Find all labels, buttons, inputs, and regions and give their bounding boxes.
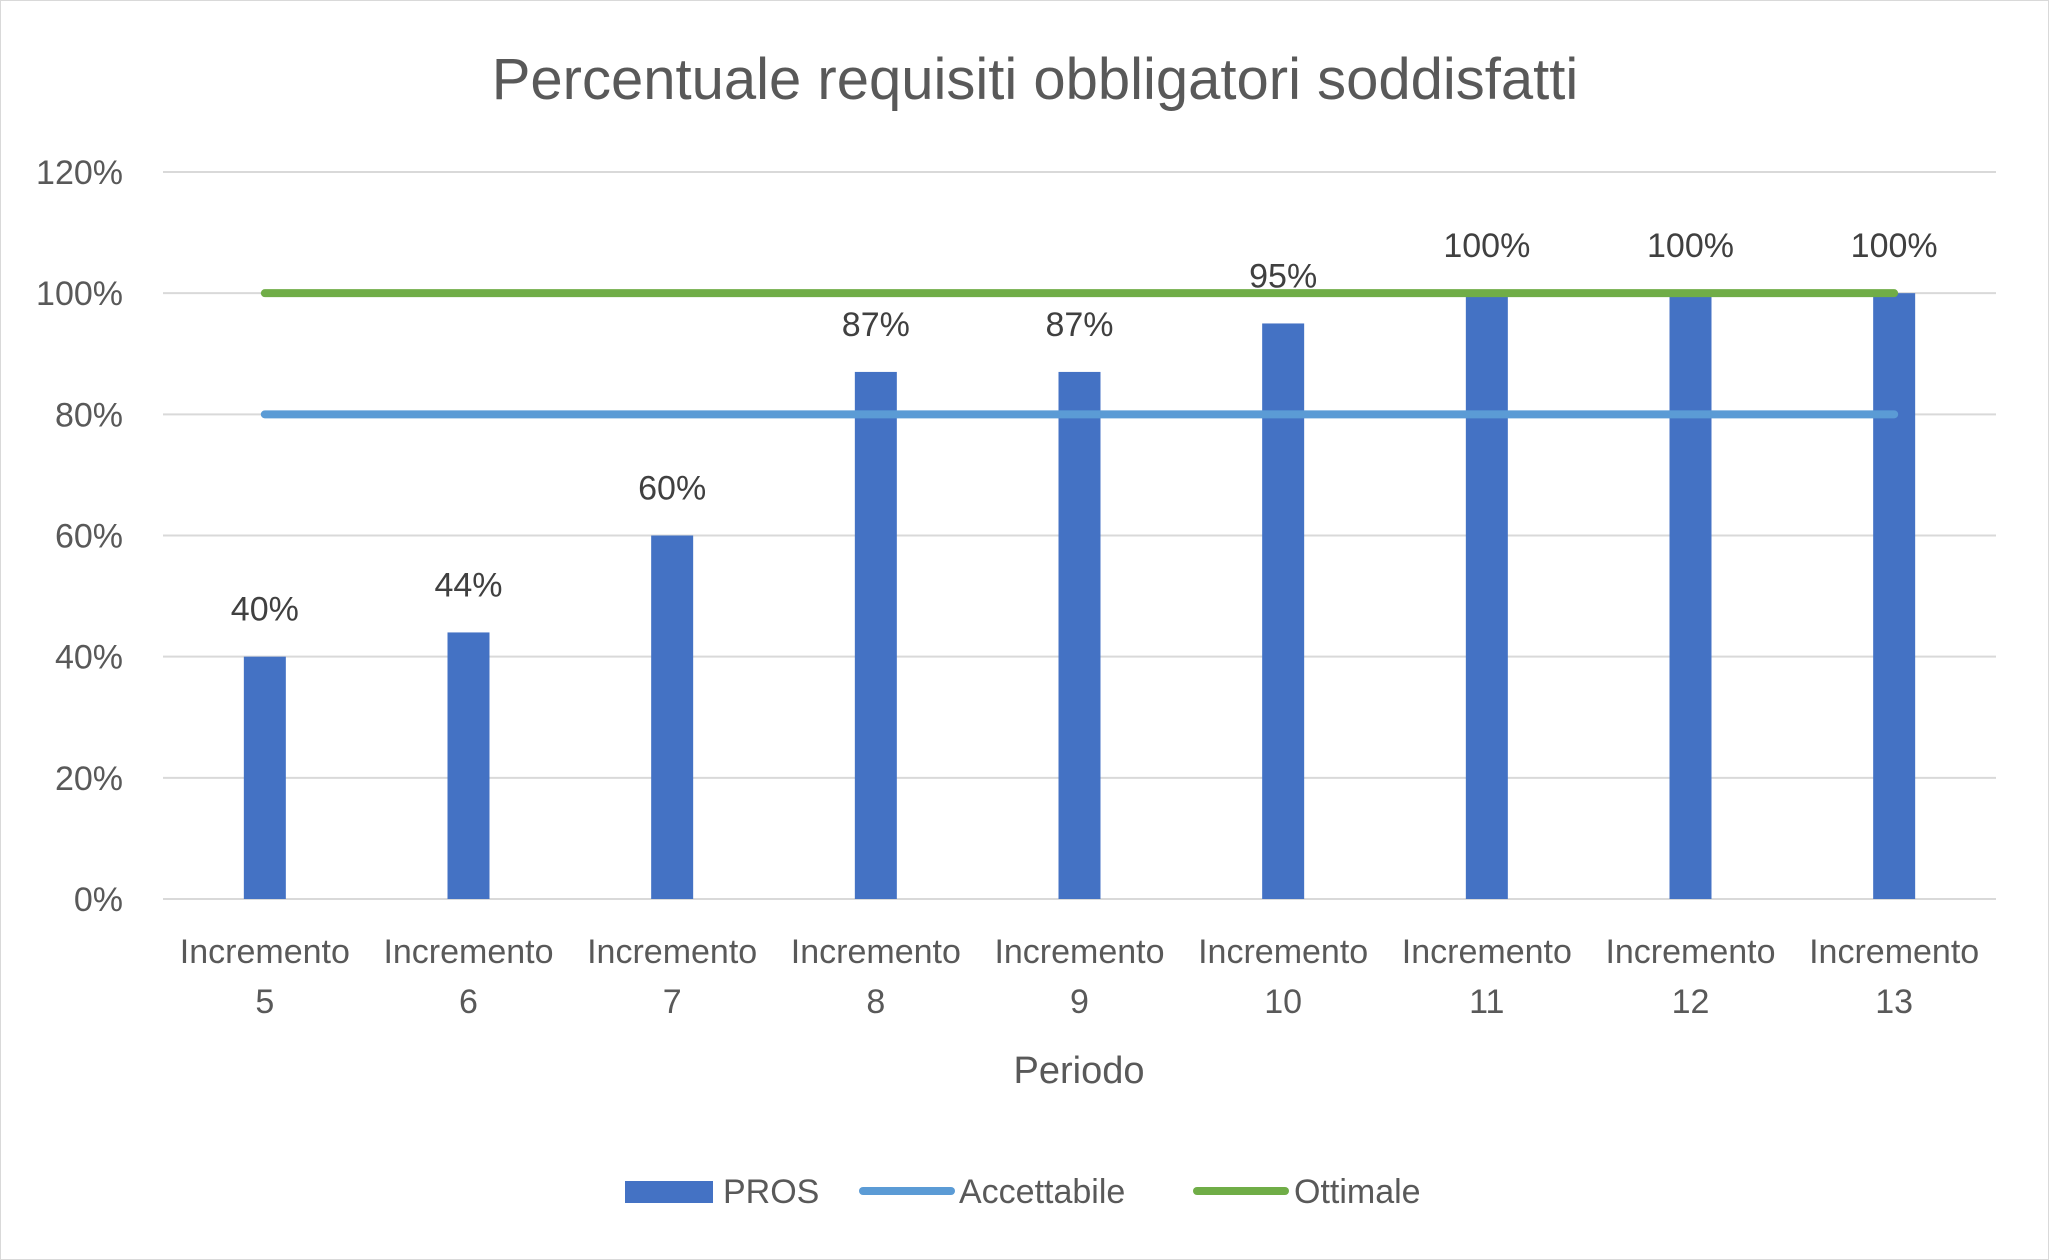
x-tick-label: Incremento: [1402, 933, 1572, 971]
legend-swatch-pros: [625, 1181, 713, 1203]
bar-pros-5: [1262, 323, 1305, 899]
bar-series: [243, 293, 1916, 900]
x-tick-label: 6: [459, 983, 478, 1021]
y-tick-label: 0%: [74, 881, 123, 919]
x-tick-label: Incremento: [1198, 933, 1368, 971]
x-tick-label: 8: [866, 983, 885, 1021]
x-tick-label: Incremento: [994, 933, 1164, 971]
data-label: 95%: [1249, 257, 1317, 295]
x-tick-label: 7: [663, 983, 682, 1021]
bar-pros-1: [447, 632, 490, 899]
x-tick-label: Incremento: [791, 933, 961, 971]
bar-pros-0: [243, 656, 286, 899]
y-tick-label: 120%: [36, 154, 123, 192]
x-axis-label: Periodo: [1014, 1050, 1145, 1092]
legend-label: Accettabile: [959, 1173, 1125, 1211]
data-label: 40%: [231, 591, 299, 629]
bar-pros-4: [1058, 371, 1101, 899]
bar-pros-6: [1465, 293, 1508, 900]
x-tick-label: Incremento: [180, 933, 350, 971]
line-series: [260, 289, 1899, 419]
x-tick-label: Incremento: [383, 933, 553, 971]
x-tick-label: 5: [255, 983, 274, 1021]
data-label: 44%: [434, 566, 502, 604]
bar-pros-7: [1669, 293, 1712, 900]
x-tick-label: 12: [1672, 983, 1710, 1021]
data-label: 87%: [1045, 306, 1113, 344]
data-label: 87%: [842, 306, 910, 344]
data-label: 60%: [638, 470, 706, 508]
y-tick-label: 100%: [36, 275, 123, 313]
x-tick-label: Incremento: [1605, 933, 1775, 971]
x-tick-label: 13: [1875, 983, 1913, 1021]
x-tick-label: Incremento: [587, 933, 757, 971]
legend-label: PROS: [723, 1173, 819, 1211]
data-label: 100%: [1443, 227, 1530, 265]
chart-title: Percentuale requisiti obbligatori soddis…: [492, 47, 1579, 112]
bar-pros-8: [1873, 293, 1916, 900]
y-axis-ticks: 0% 20% 40% 60% 80% 100% 120%: [36, 154, 123, 919]
y-tick-label: 60%: [55, 518, 123, 556]
y-tick-label: 20%: [55, 760, 123, 798]
data-label: 100%: [1851, 227, 1938, 265]
x-tick-label: 10: [1264, 983, 1302, 1021]
x-tick-label: 9: [1070, 983, 1089, 1021]
legend-label: Ottimale: [1294, 1173, 1421, 1211]
data-labels: 40% 44% 60% 87% 87% 95% 100% 100% 100%: [231, 227, 1938, 629]
bar-pros-3: [854, 371, 897, 899]
bar-pros-2: [651, 535, 694, 899]
legend: PROS Accettabile Ottimale: [625, 1173, 1421, 1211]
y-tick-label: 80%: [55, 396, 123, 434]
y-tick-label: 40%: [55, 639, 123, 677]
x-axis-ticks: Incremento 5 Incremento 6 Incremento 7 Increme…: [180, 933, 1979, 1021]
x-tick-label: Incremento: [1809, 933, 1979, 971]
x-tick-label: 11: [1469, 983, 1504, 1021]
data-label: 100%: [1647, 227, 1734, 265]
